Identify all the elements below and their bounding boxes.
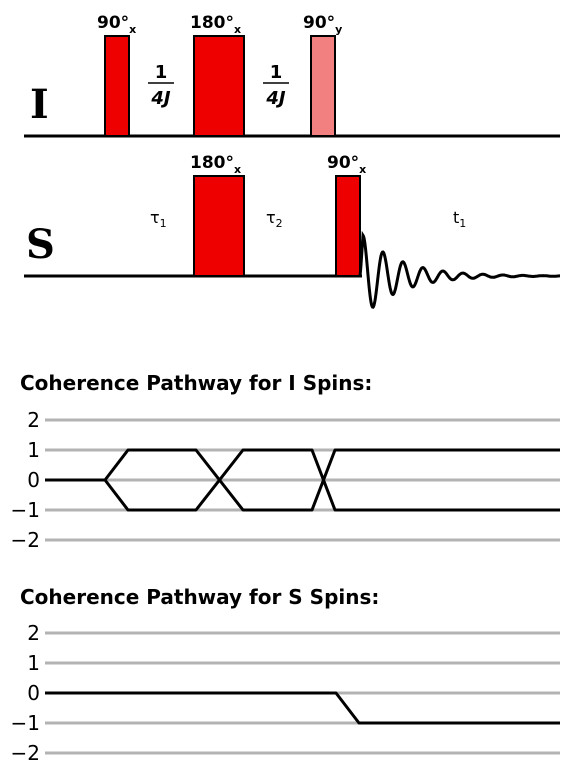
pathway-i-title: Coherence Pathway for I Spins: bbox=[20, 371, 372, 395]
pathway-s-level-2: 2 bbox=[27, 621, 40, 645]
pathway-i-level-0: 0 bbox=[27, 468, 40, 492]
delay-2-denominator: 4J bbox=[265, 88, 286, 109]
pathway-i-level-minus1: −1 bbox=[11, 498, 40, 522]
i-channel-label: I bbox=[30, 81, 49, 128]
delay-1-denominator: 4J bbox=[150, 88, 171, 109]
pathway-s-path bbox=[45, 691, 560, 725]
pathway-s-level-minus2: −2 bbox=[11, 741, 40, 765]
pathway-s-level-minus1: −1 bbox=[11, 711, 40, 735]
delay-fraction-2: 1 4J bbox=[263, 62, 289, 109]
pathway-i-level-labels: 2 1 0 −1 −2 bbox=[11, 408, 40, 552]
i-pulse-90y bbox=[310, 35, 336, 137]
fid-signal bbox=[358, 230, 560, 309]
pathway-s-level-1: 1 bbox=[27, 651, 40, 675]
s-pulse-90x bbox=[335, 175, 361, 277]
pathway-s-level-labels: 2 1 0 −1 −2 bbox=[11, 621, 40, 765]
s-pulse-90x-label: 90°x bbox=[327, 153, 366, 176]
i-channel: I 90°x 180°x 90°y 1 4J 1 4J bbox=[24, 13, 560, 138]
pathway-i-level-1: 1 bbox=[27, 438, 40, 462]
pathway-i-level-2: 2 bbox=[27, 408, 40, 432]
i-pulse-90x bbox=[104, 35, 130, 137]
pathway-s-title: Coherence Pathway for S Spins: bbox=[20, 585, 379, 609]
s-channel-label: S bbox=[26, 221, 55, 268]
pathway-i-gridlines bbox=[45, 418, 560, 542]
coherence-pathway-i: Coherence Pathway for I Spins: 2 1 0 −1 … bbox=[11, 371, 560, 552]
i-pulse-90y-label: 90°y bbox=[303, 13, 342, 36]
i-pulse-90x-label: 90°x bbox=[97, 13, 136, 36]
s-pulse-180x bbox=[193, 175, 245, 277]
pathway-i-lower-path bbox=[103, 448, 560, 512]
coherence-pathway-s: Coherence Pathway for S Spins: 2 1 0 −1 … bbox=[11, 585, 560, 765]
delay-2-numerator: 1 bbox=[270, 62, 283, 83]
pathway-s-level-0: 0 bbox=[27, 681, 40, 705]
i-pulse-180x-label: 180°x bbox=[190, 13, 241, 36]
tau1-label: τ1 bbox=[150, 208, 167, 230]
s-pulse-180x-label: 180°x bbox=[190, 153, 241, 176]
delay-fraction-1: 1 4J bbox=[148, 62, 174, 109]
pathway-i-level-minus2: −2 bbox=[11, 528, 40, 552]
i-pulse-180x bbox=[193, 35, 245, 137]
t1-label: t1 bbox=[453, 208, 466, 230]
delay-1-numerator: 1 bbox=[155, 62, 168, 83]
s-channel: S 180°x 90°x τ1 τ2 t1 bbox=[24, 153, 560, 309]
tau2-label: τ2 bbox=[266, 208, 283, 230]
